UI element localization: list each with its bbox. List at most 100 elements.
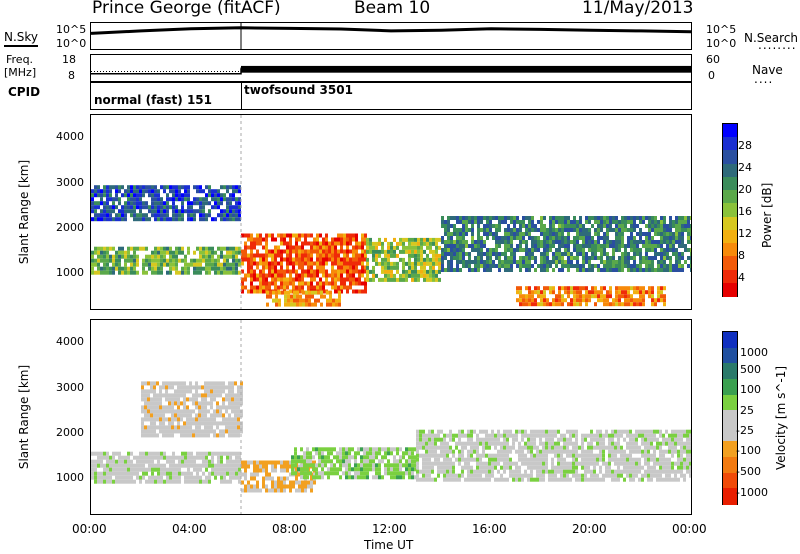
power-cell [323, 294, 326, 299]
velocity-cell [548, 473, 551, 478]
power-cell [519, 264, 522, 268]
power-cell [411, 265, 414, 270]
power-cell [477, 236, 480, 240]
velocity-cell [566, 461, 569, 466]
velocity-cell [244, 468, 247, 473]
power-cell [205, 262, 208, 267]
power-cell [657, 220, 660, 224]
velocity-cell [226, 451, 229, 456]
velocity-cell [189, 389, 192, 394]
power-cell [417, 277, 420, 282]
velocity-cell [650, 473, 653, 478]
velocity-cell [231, 425, 234, 430]
power-cell [675, 216, 678, 220]
power-cell [594, 294, 597, 299]
velocity-cell [590, 433, 593, 438]
velocity-cell [393, 459, 396, 464]
velocity-cell [268, 472, 271, 477]
velocity-cell [271, 484, 274, 489]
power-cell [244, 277, 247, 282]
power-cell [579, 248, 582, 252]
velocity-cell [259, 464, 262, 469]
velocity-cell [271, 464, 274, 469]
velocity-cell [318, 451, 321, 456]
power-cell [633, 256, 636, 260]
velocity-cell [91, 467, 94, 472]
power-cell [331, 265, 334, 270]
power-cell [355, 289, 358, 294]
power-cell [480, 260, 483, 264]
power-cell [223, 246, 226, 251]
power-cell [287, 290, 290, 295]
power-cell [642, 256, 645, 260]
velocity-cell [647, 453, 650, 458]
velocity-cell [494, 437, 497, 442]
velocity-cell [428, 457, 431, 462]
velocity-cell [416, 445, 419, 450]
power-cell [555, 294, 558, 299]
velocity-cell [139, 479, 142, 484]
velocity-cell [183, 429, 186, 434]
velocity-cell [416, 457, 419, 462]
power-cell [238, 205, 241, 210]
velocity-cell [569, 429, 572, 434]
power-cell [109, 189, 112, 194]
power-cbar-tick-12: 12 [738, 227, 752, 240]
power-cell [103, 213, 106, 218]
velocity-cell [238, 479, 241, 484]
power-cell [567, 256, 570, 260]
power-cell [253, 241, 256, 246]
power-cell [492, 232, 495, 236]
power-cell [124, 258, 127, 263]
velocity-cell [201, 417, 204, 422]
power-cell [687, 248, 690, 252]
velocity-cell [205, 459, 208, 464]
velocity-cell [198, 425, 201, 430]
power-cell [151, 197, 154, 202]
power-cell [531, 216, 534, 220]
velocity-cell [677, 449, 680, 454]
velocity-cell [150, 417, 153, 422]
velocity-cell [121, 471, 124, 476]
power-cell [346, 277, 349, 282]
velocity-cell [234, 425, 237, 430]
velocity-cell [174, 413, 177, 418]
power-cell [429, 249, 432, 254]
velocity-cell [168, 425, 171, 430]
power-cell [124, 254, 127, 259]
power-cell [235, 250, 238, 255]
power-cell [190, 262, 193, 267]
velocity-cell [387, 447, 390, 452]
velocity-cell [581, 433, 584, 438]
power-cell [235, 258, 238, 263]
velocity-cell [171, 425, 174, 430]
power-cell [579, 298, 582, 303]
velocity-cell [156, 417, 159, 422]
velocity-cell [461, 457, 464, 462]
velocity-cell [414, 447, 417, 452]
velocity-cell [443, 457, 446, 462]
power-cell [202, 250, 205, 255]
velocity-cell [150, 421, 153, 426]
velocity-cell [183, 389, 186, 394]
velocity-cell [548, 449, 551, 454]
velocity-colorbar-swatch [723, 332, 737, 349]
velocity-cell [539, 465, 542, 470]
power-cell [124, 266, 127, 271]
power-cell [546, 228, 549, 232]
velocity-cell [677, 453, 680, 458]
velocity-cell [237, 433, 240, 438]
power-cell [355, 249, 358, 254]
power-cell [558, 260, 561, 264]
power-cell [226, 217, 229, 222]
velocity-cell [315, 475, 318, 480]
velocity-cell [476, 473, 479, 478]
power-cell [651, 290, 654, 295]
power-cell [588, 236, 591, 240]
velocity-cell [186, 405, 189, 410]
velocity-cell [166, 479, 169, 484]
velocity-cell [632, 465, 635, 470]
velocity-cell [533, 437, 536, 442]
velocity-cell [446, 465, 449, 470]
velocity-cell [662, 461, 665, 466]
